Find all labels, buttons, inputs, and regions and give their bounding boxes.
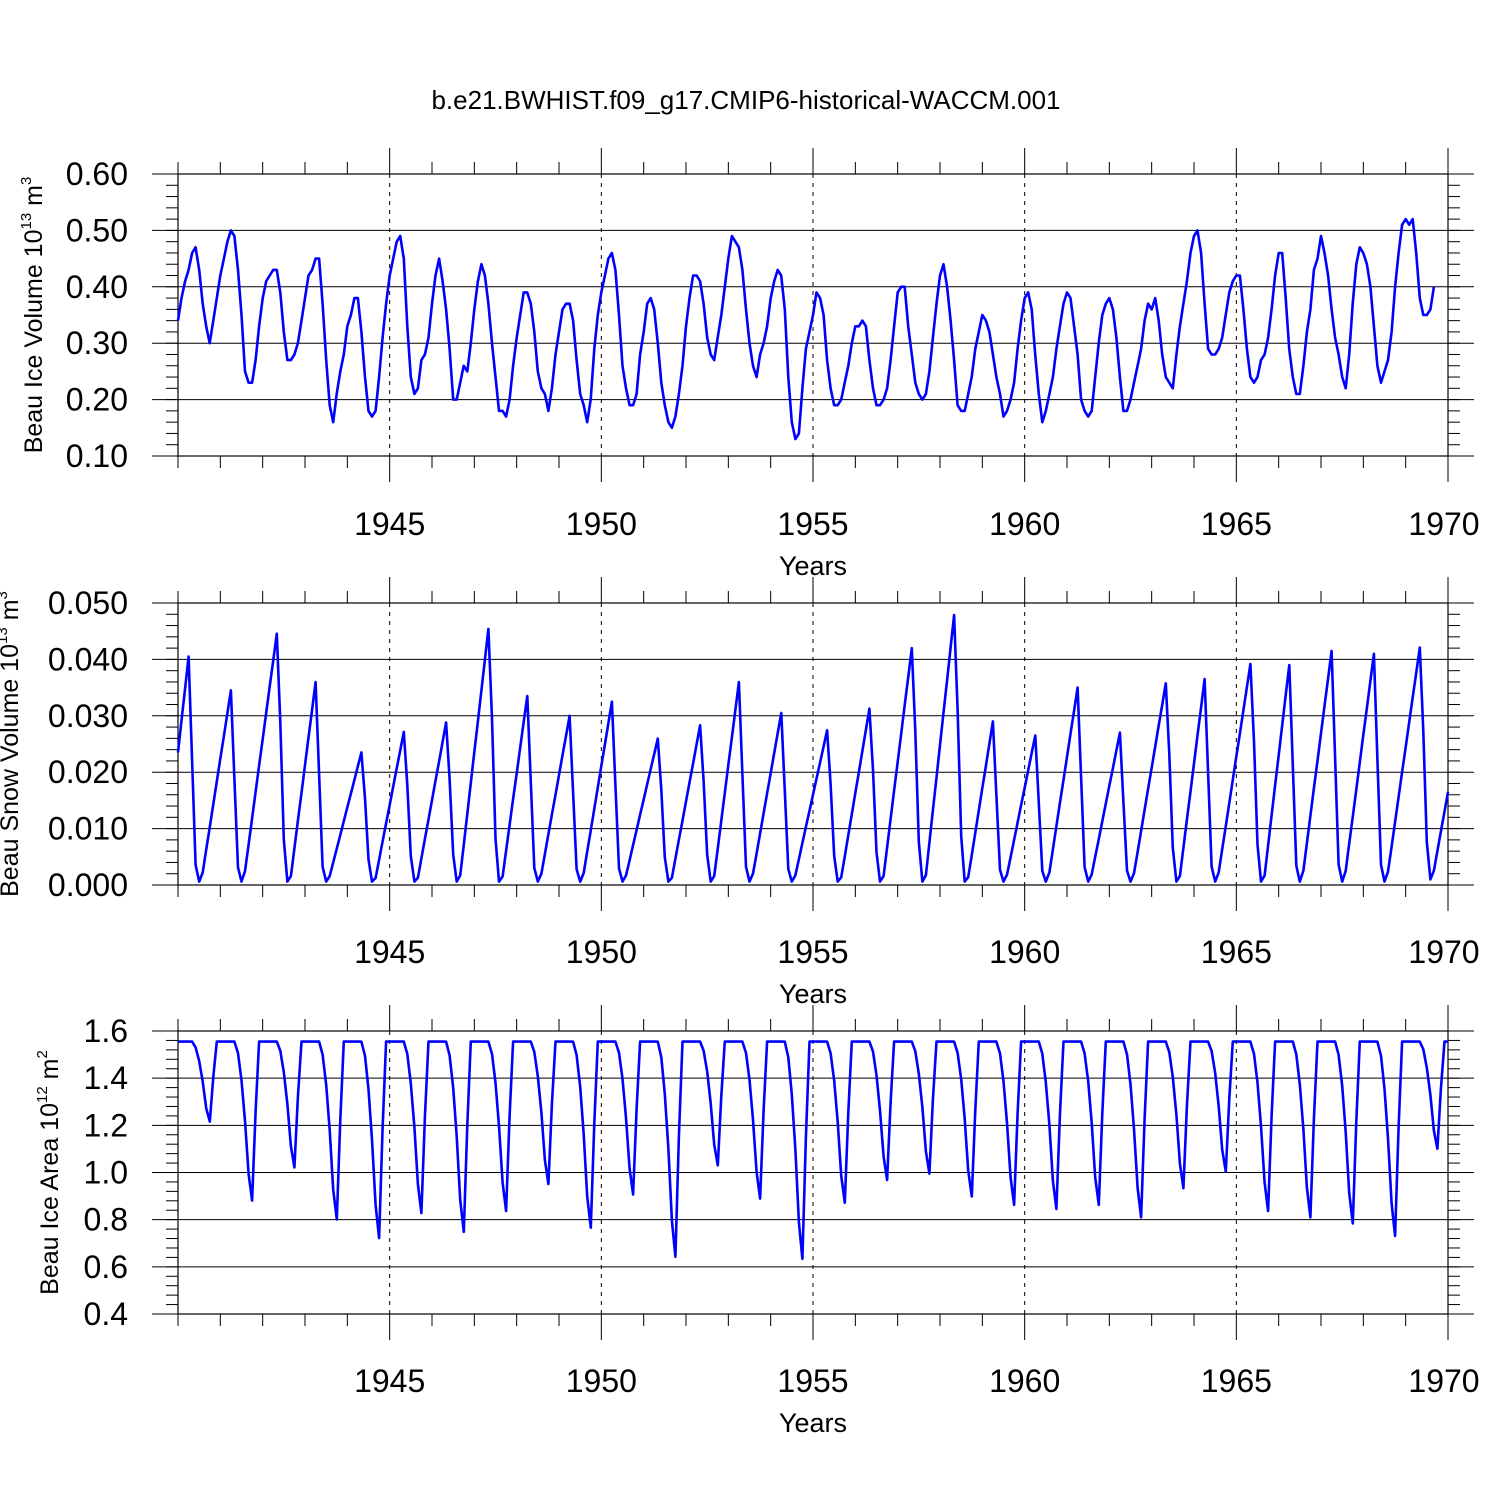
- x-axis-label: Years: [779, 979, 847, 1009]
- x-tick-label: 1970: [1408, 1363, 1479, 1399]
- figure-title: b.e21.BWHIST.f09_g17.CMIP6-historical-WA…: [431, 85, 1060, 115]
- y-tick-label: 0.8: [84, 1202, 128, 1238]
- y-tick-label: 0.020: [48, 754, 128, 790]
- x-tick-label: 1960: [989, 506, 1060, 542]
- ice-volume-series-line: [176, 217, 1436, 441]
- x-tick-label: 1965: [1201, 506, 1272, 542]
- ice-area-series-line: [178, 1040, 1448, 1261]
- y-axis-label: Beau Ice Volume 1013 m3: [18, 177, 48, 454]
- y-tick-label: 0.50: [66, 212, 128, 248]
- snow-volume-series-line: [176, 613, 1450, 883]
- y-tick-label: 0.4: [84, 1296, 128, 1332]
- x-tick-label: 1950: [566, 1363, 637, 1399]
- x-tick-label: 1950: [566, 506, 637, 542]
- y-tick-label: 0.40: [66, 269, 128, 305]
- x-tick-label: 1950: [566, 934, 637, 970]
- x-tick-label: 1965: [1201, 934, 1272, 970]
- y-tick-label: 0.040: [48, 641, 128, 677]
- x-axis-label: Years: [779, 1408, 847, 1438]
- y-tick-label: 0.010: [48, 811, 128, 847]
- y-tick-label: 0.10: [66, 438, 128, 474]
- y-tick-label: 1.6: [84, 1013, 128, 1049]
- y-tick-label: 1.4: [84, 1060, 128, 1096]
- x-tick-label: 1945: [354, 1363, 425, 1399]
- x-tick-label: 1945: [354, 934, 425, 970]
- y-tick-label: 0.6: [84, 1249, 128, 1285]
- y-tick-label: 1.2: [84, 1107, 128, 1143]
- y-axis-label: Beau Ice Area 1012 m2: [34, 1050, 64, 1295]
- y-axis-label: Beau Snow Volume 1013 m3: [0, 591, 24, 897]
- x-tick-label: 1960: [989, 934, 1060, 970]
- x-tick-label: 1965: [1201, 1363, 1272, 1399]
- x-tick-label: 1945: [354, 506, 425, 542]
- x-tick-label: 1955: [777, 1363, 848, 1399]
- y-tick-label: 0.60: [66, 156, 128, 192]
- y-tick-label: 0.000: [48, 867, 128, 903]
- ice-area-panel: 0.4 0.6 0.8 1.0 1.2 1.4 1.6 1945 1950 1955 1960 196…: [34, 1005, 1480, 1438]
- x-tick-label: 1955: [777, 506, 848, 542]
- x-tick-label: 1970: [1408, 506, 1479, 542]
- ice-volume-panel: 0.10 0.20 0.30 0.40 0.50 0.60 1945 1950 1955 1960…: [18, 148, 1480, 581]
- x-tick-label: 1960: [989, 1363, 1060, 1399]
- x-axis-label: Years: [779, 551, 847, 581]
- x-tick-label: 1955: [777, 934, 848, 970]
- x-tick-label: 1970: [1408, 934, 1479, 970]
- y-tick-label: 0.030: [48, 698, 128, 734]
- y-tick-label: 1.0: [84, 1155, 128, 1191]
- y-tick-label: 0.050: [48, 585, 128, 621]
- snow-volume-panel: 0.000 0.010 0.020 0.030 0.040 0.050 1945 1950 19…: [0, 577, 1480, 1009]
- y-tick-label: 0.30: [66, 325, 128, 361]
- y-tick-label: 0.20: [66, 382, 128, 418]
